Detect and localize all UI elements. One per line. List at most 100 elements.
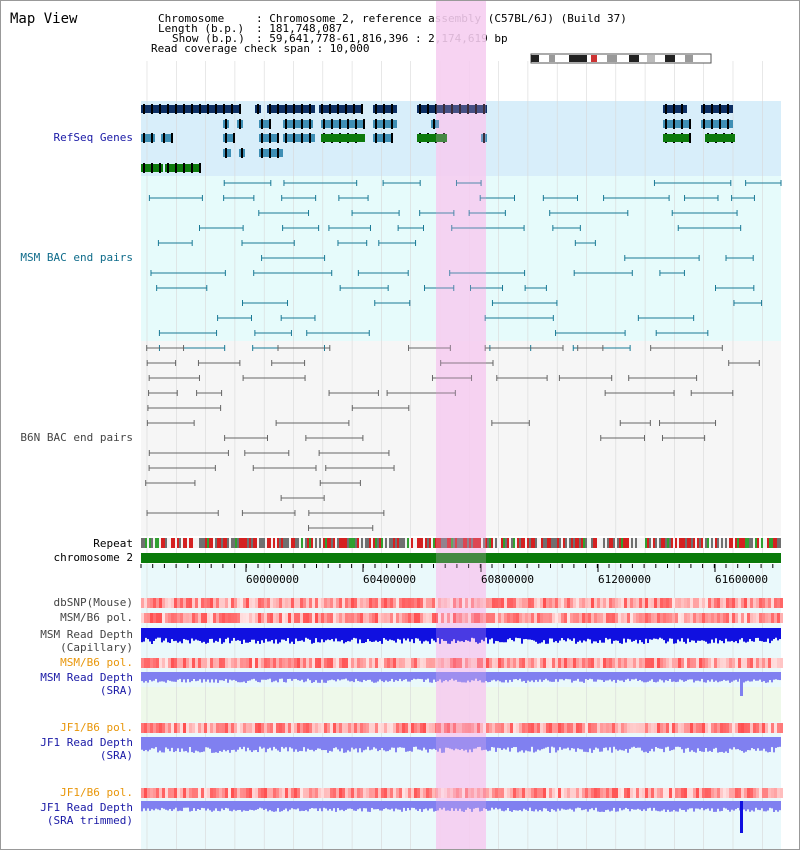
polymorphism-cell [780,658,783,668]
polymorphism-cell [648,788,651,798]
polymorphism-cell [285,613,288,623]
gene-exon [309,119,311,129]
polymorphism-cell [498,613,501,623]
jf1-depth-bar [251,737,253,753]
polymorphism-cell [453,788,456,798]
jf1-trimmed-depth-bar [403,801,405,808]
refseq-track-label[interactable]: RefSeq Genes [53,131,133,144]
polymorphism-cell [531,788,534,798]
msm-capillary-depth-bar [245,628,247,643]
repeat-segment [725,538,727,548]
msm-capillary-depth-bar [385,628,387,640]
jf1-trimmed-depth-bar [607,801,609,810]
polymorphism-cell [297,598,300,608]
msm-sra-depth-bar [225,672,227,679]
msm-sra-depth-bar [329,672,331,681]
polymorphism-cell [336,613,339,623]
repeat-segment [749,538,751,548]
msm-sra-depth-bar [317,672,319,683]
msm-sra-depth-bar [221,672,223,681]
msm-sra-depth-bar [369,672,371,680]
jf1-depth-bar [557,737,559,751]
msm-sra-depth-bar [457,672,459,682]
msm-sra-depth-bar [235,672,237,681]
jf1-depth-bar [305,737,307,752]
repeat-segment [691,538,693,548]
msm-sra-depth-bar [203,672,205,680]
jf1-depth-bar [221,737,223,752]
jf1-trimmed-depth-bar [505,801,507,811]
jf1-trimmed-depth-bar [281,801,283,812]
polymorphism-cell [762,788,765,798]
msm-bac-track-label[interactable]: MSM BAC end pairs [20,251,133,264]
repeat-segment [403,538,405,548]
jf1-trimmed-depth-bar [203,801,205,809]
jf1-depth-bar [347,737,349,751]
jf1-depth-bar [663,737,665,753]
ideogram-band [685,55,693,62]
msm-capillary-depth-bar [739,628,741,640]
msm-depth-sra-label-2: (SRA) [99,684,133,697]
gene-exon [703,104,705,114]
jf1-trimmed-depth-bar [637,801,639,809]
gene-exon [301,133,303,143]
polymorphism-cell [261,723,264,733]
repeat-segment [189,538,191,548]
gene-exon [681,104,683,114]
repeat-segment [323,538,325,548]
polymorphism-cell [600,658,603,668]
polymorphism-cell [162,598,165,608]
polymorphism-cell [156,598,159,608]
msm-capillary-depth-bar [305,628,307,638]
repeat-segment [363,538,365,548]
polymorphism-cell [633,613,636,623]
polymorphism-cell [438,613,441,623]
polymorphism-cell [510,613,513,623]
msm-capillary-depth-bar [701,628,703,641]
polymorphism-cell [642,598,645,608]
repeat-segment [703,538,705,548]
polymorphism-cell [648,723,651,733]
polymorphism-cell [744,598,747,608]
polymorphism-cell [774,613,777,623]
polymorphism-cell [291,723,294,733]
polymorphism-cell [396,598,399,608]
jf1-depth-bar [175,737,177,752]
msm-capillary-depth-bar [611,628,613,644]
jf1-trimmed-depth-bar [247,801,249,811]
polymorphism-cell [708,658,711,668]
jf1-trimmed-depth-bar [295,801,297,810]
polymorphism-cell [357,658,360,668]
polymorphism-cell [564,788,567,798]
msm-capillary-depth-bar [575,628,577,644]
repeat-segment [449,538,451,548]
polymorphism-cell [231,613,234,623]
polymorphism-cell [561,598,564,608]
gene-exon [301,104,303,114]
msm-sra-depth-bar [313,672,315,683]
polymorphism-cell [495,658,498,668]
jf1-trimmed-depth-bar [397,801,399,810]
jf1-depth-bar [667,737,669,747]
b6n-bac-track-label[interactable]: B6N BAC end pairs [20,431,133,444]
polymorphism-cell [270,788,273,798]
repeat-segment [155,538,157,548]
polymorphism-cell [285,658,288,668]
jf1-depth-bar [147,737,149,752]
jf1-trimmed-depth-bar [265,801,267,809]
polymorphism-cell [294,788,297,798]
jf1-depth-bar [197,737,199,752]
polymorphism-cell [402,723,405,733]
polymorphism-cell [306,598,309,608]
jf1-depth-bar [639,737,641,748]
msm-sra-depth-bar [603,672,605,682]
jf1-trimmed-depth-bar [433,801,435,812]
polymorphism-cell [459,723,462,733]
msm-capillary-depth-bar [235,628,237,641]
jf1-trimmed-depth-bar [243,801,245,811]
polymorphism-cell [657,613,660,623]
polymorphism-cell [492,788,495,798]
polymorphism-cell [243,613,246,623]
polymorphism-cell [666,613,669,623]
